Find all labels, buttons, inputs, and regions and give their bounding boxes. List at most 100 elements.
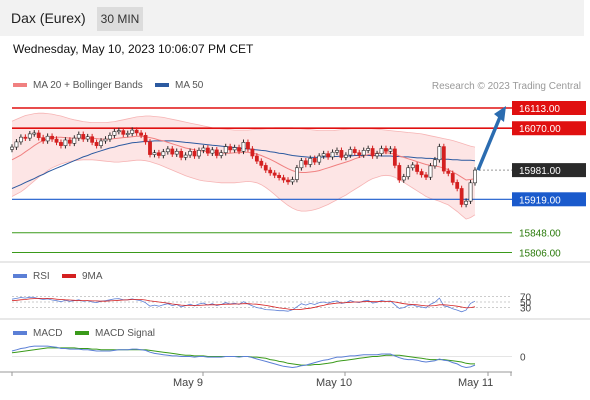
candle-body — [272, 172, 277, 176]
candle-body — [103, 138, 108, 142]
candle-body — [121, 130, 126, 135]
macd-line — [11, 345, 476, 369]
candle-body — [388, 148, 393, 152]
candle-body — [165, 148, 170, 153]
candle-body — [50, 135, 54, 140]
candle-body — [419, 171, 424, 176]
candle-body — [232, 147, 237, 151]
candle-body — [410, 164, 415, 169]
candle-body — [112, 131, 117, 136]
rsi-level-label: 30 — [520, 304, 532, 315]
candle-body — [108, 134, 112, 140]
candle-body — [357, 152, 362, 156]
forecast-arrow-head — [494, 106, 506, 122]
candle-body — [308, 158, 313, 165]
datetime-text: Wednesday, May 10, 2023 10:06:07 PM CET — [13, 42, 254, 56]
price-level-badge — [512, 101, 586, 115]
candle-body — [81, 134, 86, 140]
candle-body — [312, 158, 317, 163]
candle-body — [352, 149, 357, 154]
price-level-badge — [512, 163, 586, 178]
bollinger-upper-line — [11, 112, 476, 148]
candle-body — [361, 150, 366, 156]
candle-body — [192, 150, 197, 157]
x-axis-label-may10: May 10 — [316, 377, 353, 389]
rsi-level-label: 70 — [520, 292, 532, 303]
candle-body — [99, 140, 103, 146]
legend-rsi: RSI — [13, 271, 50, 282]
candle-body — [433, 159, 437, 167]
price-level-label: 15806.00 — [519, 248, 561, 259]
candle-body — [19, 136, 23, 143]
candle-body — [125, 133, 130, 135]
candle-body — [214, 149, 219, 156]
candle-body — [406, 167, 411, 178]
candle-body — [375, 153, 379, 157]
candle-body — [161, 151, 166, 156]
legend-swatch — [13, 83, 27, 88]
candle-body — [157, 152, 161, 156]
candle-body — [384, 148, 388, 152]
candle-body — [228, 146, 233, 151]
x-axis-label-may11: May 11 — [458, 377, 494, 389]
chart-header: Dax (Eurex) 30 MIN — [0, 0, 584, 36]
legend-swatch — [62, 274, 76, 279]
candle-body — [424, 174, 428, 178]
price-level-label: 16070.00 — [519, 124, 561, 135]
candle-body — [450, 173, 455, 183]
candle-body — [54, 138, 59, 143]
price-level-label: 16113.00 — [519, 104, 560, 115]
candle-body — [67, 139, 72, 144]
candle-body — [174, 150, 179, 155]
candle-body — [303, 160, 308, 165]
candle-body — [259, 160, 264, 166]
candle-body — [116, 130, 121, 133]
candle-body — [330, 151, 335, 158]
legend-9ma: 9MA — [62, 271, 103, 282]
candle-body — [464, 200, 468, 205]
candle-body — [290, 179, 295, 183]
candle-body — [85, 136, 90, 140]
forecast-arrow — [476, 116, 502, 171]
legend-ma20-bollinger: MA 20 + Bollinger Bands — [13, 80, 143, 91]
candle-body — [428, 165, 433, 178]
candle-body — [437, 146, 442, 161]
candle-body — [139, 132, 144, 136]
candle-body — [370, 148, 375, 157]
legend-label: MA 50 — [175, 80, 204, 91]
candle-body — [366, 148, 371, 151]
instrument-title: Dax (Eurex) — [11, 10, 86, 26]
candle-body — [27, 133, 32, 139]
candle-body — [339, 150, 344, 158]
candle-body — [59, 142, 63, 146]
candle-body — [23, 136, 28, 139]
price-level-label: 15848.00 — [519, 229, 561, 240]
price-level-badge — [512, 192, 586, 207]
timeframe-button[interactable]: 30 MIN — [97, 7, 143, 31]
rsi-9ma-line — [11, 297, 476, 311]
candle-body — [205, 147, 210, 154]
legend-label: MACD — [33, 328, 63, 339]
candle-body — [263, 165, 268, 171]
candle-body — [281, 177, 286, 181]
candle-body — [201, 147, 206, 151]
legend-label: 9MA — [82, 271, 103, 282]
candle-body — [335, 150, 339, 153]
candle-body — [392, 148, 397, 166]
candle-body — [441, 146, 446, 172]
candle-body — [295, 167, 299, 180]
candle-body — [246, 142, 250, 150]
candle-body — [197, 150, 201, 157]
candle-body — [268, 169, 273, 174]
candle-body — [94, 142, 99, 146]
price-level-label: 15919.00 — [519, 195, 561, 206]
legend-ma50: MA 50 — [155, 80, 203, 91]
candle-body — [76, 134, 81, 139]
candle-body — [10, 146, 14, 150]
candle-body — [250, 148, 255, 157]
legend-swatch — [13, 331, 27, 336]
candle-body — [210, 149, 215, 154]
candle-body — [188, 150, 192, 156]
candle-body — [343, 154, 348, 158]
